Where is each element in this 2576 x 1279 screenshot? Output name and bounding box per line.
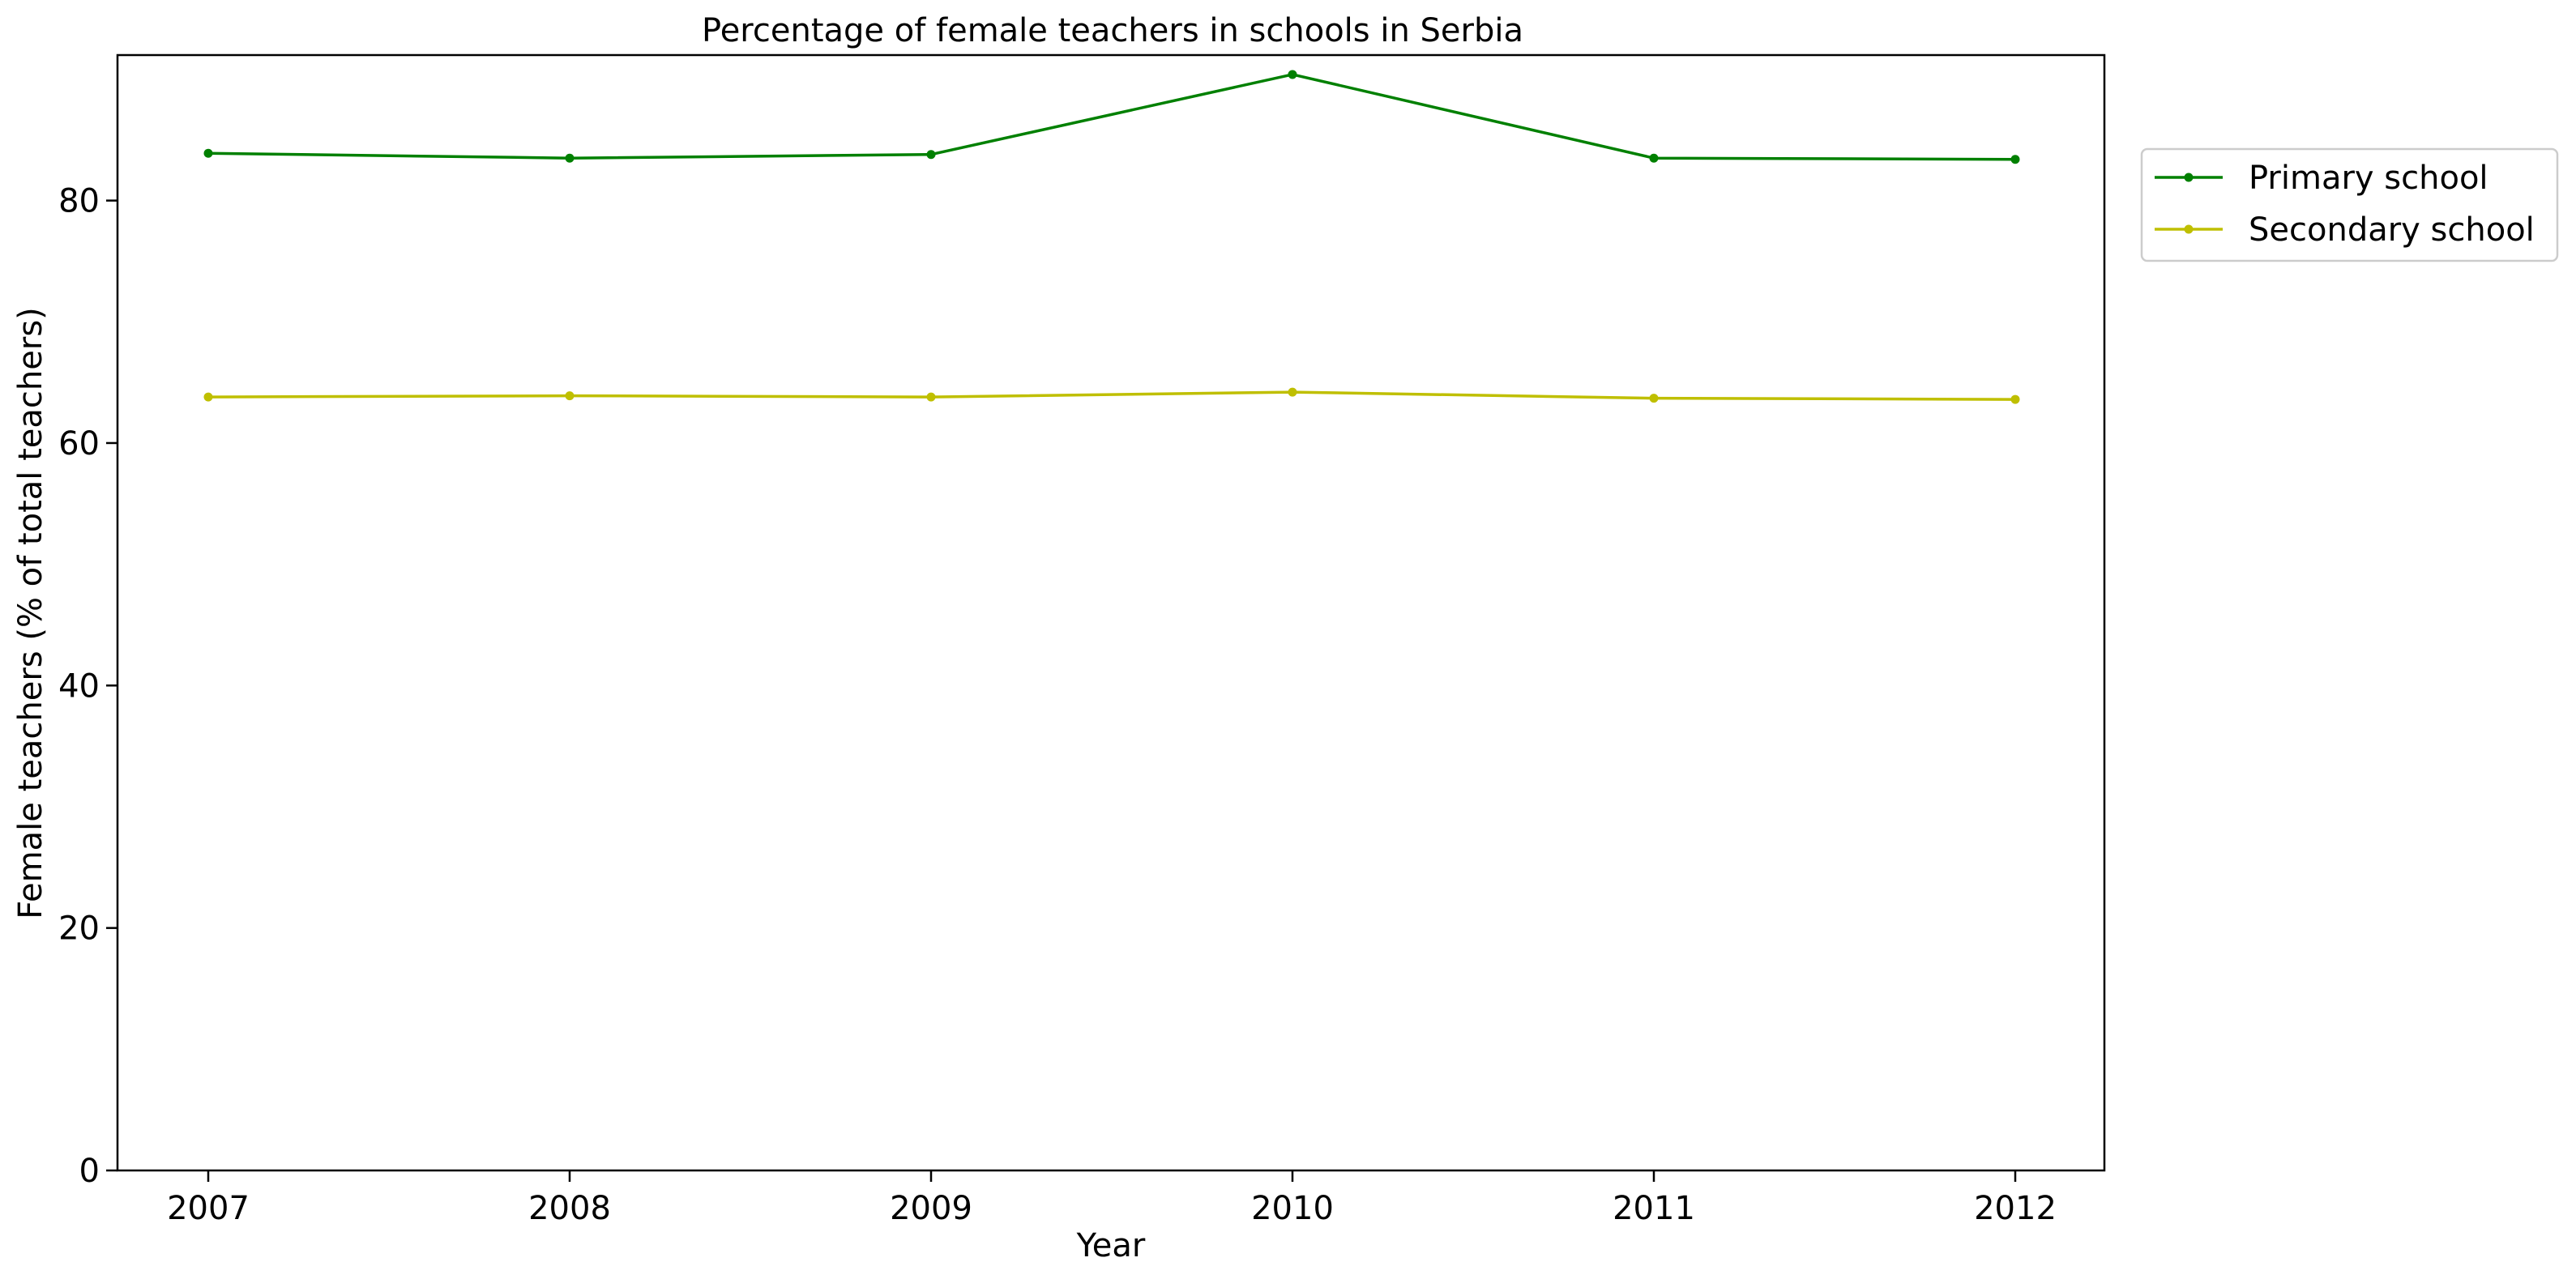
series-layer — [203, 70, 2020, 404]
series-secondary-school — [203, 387, 2020, 404]
y-tick-label: 40 — [58, 667, 100, 705]
data-point-primary-school — [565, 153, 575, 163]
x-tick-label: 2011 — [1613, 1190, 1695, 1227]
data-point-secondary-school — [203, 392, 213, 402]
data-point-secondary-school — [1649, 394, 1659, 403]
x-axis-label: Year — [1076, 1227, 1146, 1264]
data-point-secondary-school — [565, 391, 575, 401]
x-tick-label: 2010 — [1251, 1190, 1334, 1227]
legend-label: Secondary school — [2249, 211, 2535, 249]
y-axis: 0 20 40 60 80 — [58, 183, 117, 1190]
x-tick-label: 2007 — [167, 1190, 250, 1227]
y-axis-label: Female teachers (% of total teachers) — [12, 307, 49, 919]
legend-swatch-marker — [2184, 173, 2194, 182]
legend-swatch-marker — [2184, 224, 2194, 234]
series-line-primary-school — [207, 73, 2016, 161]
x-axis: 2007 2008 2009 2010 2011 2012 — [167, 1170, 2057, 1227]
x-tick-label: 2008 — [528, 1190, 611, 1227]
x-tick-label: 2009 — [890, 1190, 972, 1227]
legend-item-primary-school: Primary school — [2155, 160, 2488, 197]
y-tick-label: 0 — [79, 1153, 100, 1190]
data-point-secondary-school — [926, 392, 936, 402]
data-point-primary-school — [1288, 70, 1297, 79]
data-point-primary-school — [926, 150, 936, 160]
legend-box — [2140, 147, 2559, 262]
data-point-primary-school — [2010, 155, 2020, 164]
legend-item-secondary-school: Secondary school — [2155, 211, 2535, 249]
legend-entries: Primary school Secondary school — [2155, 160, 2535, 249]
plot-area-frame — [116, 53, 2106, 1172]
y-tick-label: 20 — [58, 910, 100, 948]
data-point-primary-school — [203, 148, 213, 158]
data-point-secondary-school — [2010, 394, 2020, 404]
legend-label: Primary school — [2249, 160, 2488, 197]
legend: Primary school Secondary school — [2140, 147, 2559, 262]
series-primary-school — [203, 70, 2020, 164]
x-tick-label: 2012 — [1974, 1190, 2057, 1227]
y-tick-label: 80 — [58, 183, 100, 220]
chart-title: Percentage of female teachers in schools… — [702, 12, 1523, 49]
series-line-secondary-school — [207, 390, 2016, 401]
y-tick-label: 60 — [58, 425, 100, 463]
data-point-secondary-school — [1288, 387, 1297, 397]
data-point-primary-school — [1649, 153, 1659, 163]
